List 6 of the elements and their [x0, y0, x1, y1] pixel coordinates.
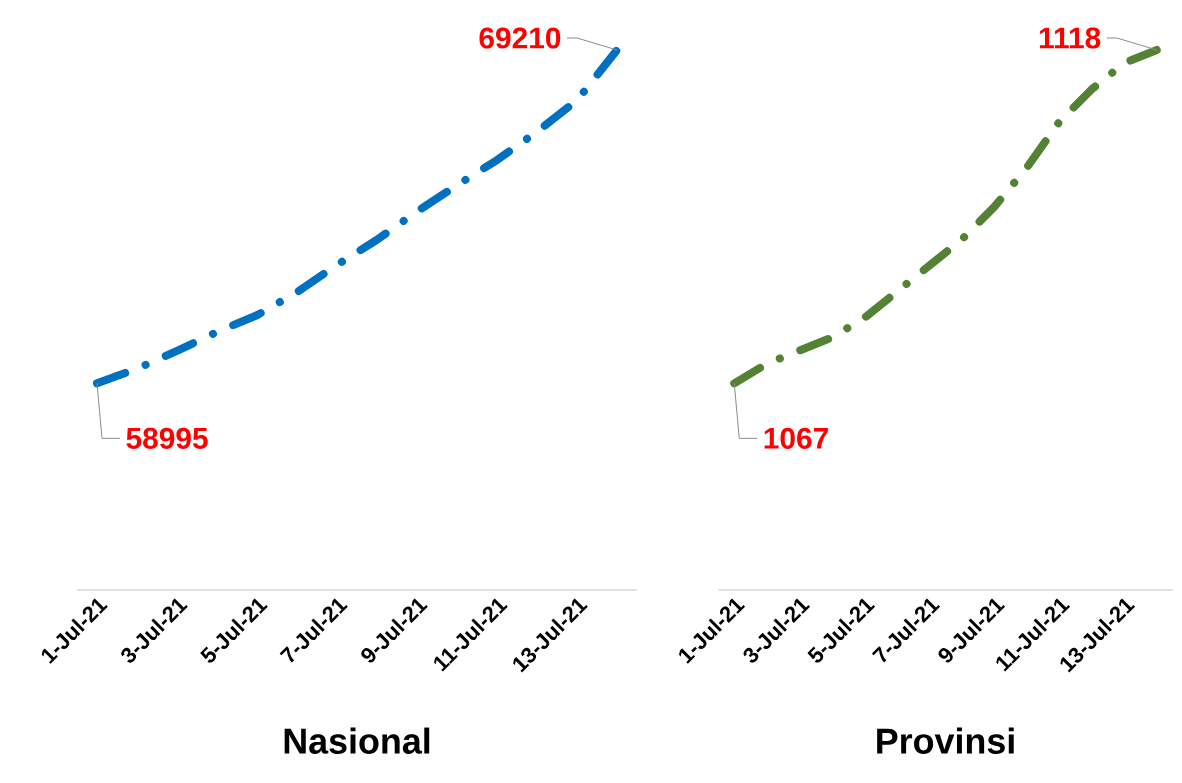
data-label: 69210: [479, 27, 561, 49]
data-label: 1067: [764, 427, 828, 449]
data-label: 58995: [126, 427, 208, 449]
data-label: 1118: [1039, 27, 1101, 49]
text: Nasional: [284, 727, 430, 754]
text: Provinsi: [877, 727, 1014, 754]
